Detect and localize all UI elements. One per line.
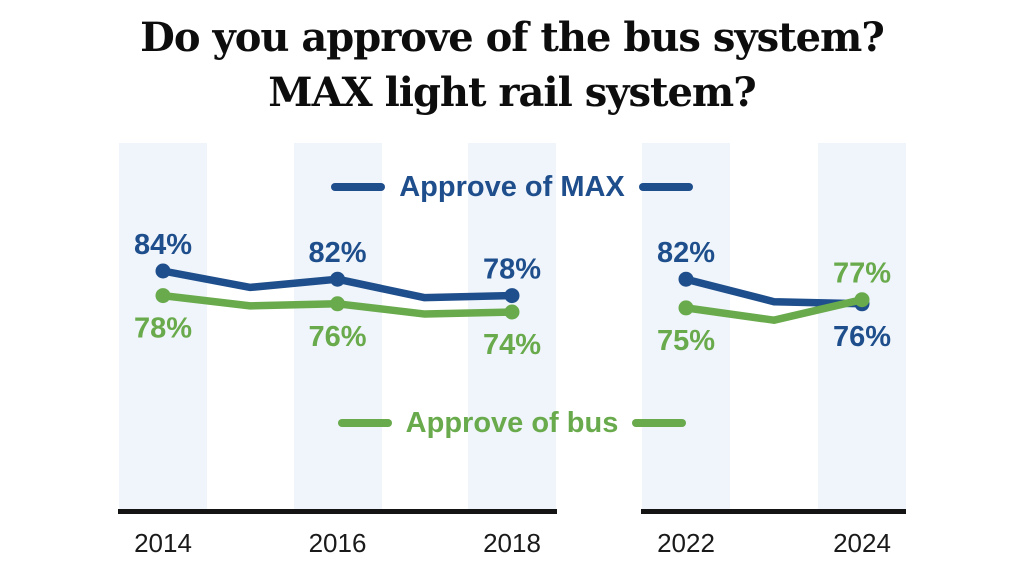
data-point-label: 78% — [134, 313, 192, 345]
data-point-marker — [330, 271, 345, 287]
x-axis-left — [118, 509, 557, 514]
legend-max: Approve of MAX — [0, 170, 1024, 204]
data-point-marker — [155, 263, 171, 279]
legend-max-label: Approve of MAX — [399, 171, 625, 203]
data-point-marker — [155, 288, 171, 304]
legend-max-line-right-icon — [638, 183, 693, 191]
data-point-marker — [678, 300, 694, 316]
series-line-approve-of-bus — [682, 295, 866, 324]
legend-bus-label: Approve of bus — [405, 407, 619, 439]
x-tick-label-2018: 2018 — [483, 528, 541, 558]
x-tick-label-2022: 2022 — [657, 528, 715, 558]
chart-title-line2: MAX light rail system? — [268, 69, 756, 116]
year-band-2018 — [468, 143, 556, 511]
x-axis-right — [641, 509, 906, 514]
data-point-label: 75% — [657, 325, 715, 357]
data-point-marker — [854, 292, 870, 308]
data-point-label: 82% — [657, 237, 715, 269]
x-tick-label-2024: 2024 — [833, 528, 891, 558]
data-point-marker — [678, 271, 694, 287]
year-band-2022 — [642, 143, 730, 511]
legend-bus-line-left-icon — [337, 419, 392, 427]
legend-bus-line-right-icon — [632, 419, 687, 427]
data-point-marker — [504, 304, 520, 320]
data-point-marker — [504, 288, 520, 304]
x-tick-label-2016: 2016 — [308, 528, 367, 558]
year-band-2016 — [293, 143, 382, 511]
data-point-label: 77% — [833, 258, 891, 290]
data-point-label: 82% — [308, 237, 366, 269]
data-point-label: 74% — [483, 329, 541, 361]
year-band-2024 — [818, 143, 906, 511]
data-point-label: 78% — [483, 254, 541, 286]
legend-bus: Approve of bus — [0, 406, 1024, 440]
chart-title-line1: Do you approve of the bus system? — [140, 14, 885, 61]
year-band-2014 — [119, 143, 207, 511]
data-point-marker — [330, 296, 345, 312]
legend-max-line-left-icon — [331, 183, 386, 191]
x-tick-label-2014: 2014 — [134, 528, 192, 558]
data-point-label: 84% — [134, 229, 192, 261]
data-point-label: 76% — [833, 321, 891, 353]
data-point-label: 76% — [308, 321, 366, 353]
chart-title: Do you approve of the bus system? MAX li… — [0, 10, 1024, 120]
